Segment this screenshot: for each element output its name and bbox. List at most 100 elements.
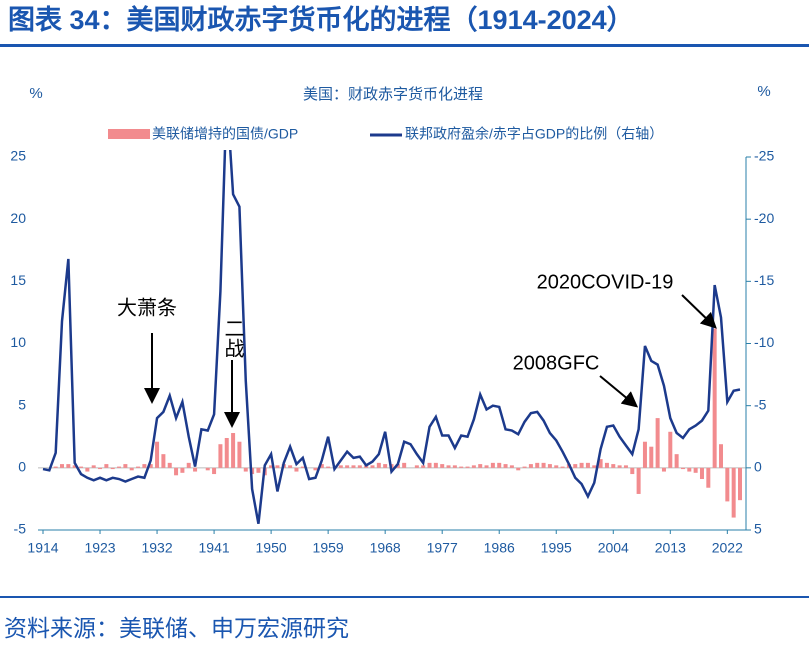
bar — [294, 467, 299, 472]
y2-tick-label: -15 — [754, 272, 774, 288]
bar — [66, 464, 71, 468]
x-tick-label: 1986 — [484, 540, 515, 556]
bar — [503, 464, 508, 468]
bar — [72, 465, 77, 468]
y-tick-label: 0 — [18, 459, 26, 475]
x-tick-label: 1950 — [256, 540, 287, 556]
legend-swatch — [108, 129, 150, 139]
bar — [256, 467, 261, 473]
bar — [243, 467, 248, 472]
bar — [471, 465, 476, 468]
y2-tick-label: 5 — [754, 521, 762, 537]
bar — [104, 464, 109, 468]
y2-tick-label: -20 — [754, 210, 774, 226]
bar — [155, 441, 160, 468]
bar — [446, 465, 451, 468]
bar — [465, 466, 470, 468]
x-tick-label: 1914 — [27, 540, 58, 556]
x-tick-label: 1941 — [199, 540, 230, 556]
bar — [598, 459, 603, 468]
page-title: 图表 34：美国财政赤字货币化的进程（1914-2024） — [8, 4, 634, 35]
bar — [547, 464, 552, 468]
bar — [611, 464, 616, 468]
bar — [319, 464, 324, 468]
bar — [560, 466, 565, 468]
bar — [433, 462, 438, 468]
bar — [712, 328, 717, 468]
y2-label: % — [757, 83, 770, 100]
bar — [573, 464, 578, 468]
bar — [402, 462, 407, 468]
x-tick-label: 2004 — [598, 540, 629, 556]
bar — [414, 465, 419, 468]
bar — [718, 444, 723, 468]
y2-tick-label: 0 — [754, 459, 762, 475]
x-tick-label: 1995 — [541, 540, 572, 556]
bar — [522, 466, 527, 468]
y-tick-label: 10 — [10, 334, 26, 350]
bar — [313, 467, 318, 471]
bar — [579, 462, 584, 468]
bar — [79, 466, 84, 468]
bar — [661, 467, 666, 472]
bar — [478, 464, 483, 468]
bar — [161, 454, 166, 468]
bar — [110, 467, 115, 470]
bar — [516, 467, 521, 471]
bar — [205, 467, 210, 471]
bar — [452, 465, 457, 468]
bar — [668, 431, 673, 468]
annotation: 2020COVID-19 — [537, 271, 674, 293]
bar — [269, 465, 274, 468]
bar — [53, 466, 58, 468]
bar — [440, 464, 445, 468]
bar — [129, 467, 134, 471]
footer-rule — [0, 596, 809, 598]
bar — [630, 467, 635, 475]
x-tick-label: 2013 — [655, 540, 686, 556]
bar — [212, 467, 217, 475]
bar — [224, 437, 229, 468]
bar — [459, 466, 464, 468]
bar — [421, 465, 426, 468]
bar — [497, 462, 502, 468]
bar — [85, 467, 90, 472]
bar — [636, 467, 641, 494]
bar — [655, 418, 660, 468]
bar — [91, 465, 96, 468]
y-tick-label: -5 — [14, 521, 27, 537]
bar — [136, 466, 141, 468]
bar — [680, 467, 685, 470]
bar — [484, 465, 489, 468]
x-tick-label: 1977 — [427, 540, 458, 556]
bar — [376, 462, 381, 468]
bar — [699, 467, 704, 480]
bar — [275, 465, 280, 468]
bar — [383, 464, 388, 468]
annotation: 大萧条 — [117, 296, 177, 319]
bar — [218, 444, 223, 468]
annotation: 2008GFC — [513, 352, 600, 374]
bar — [351, 465, 356, 468]
plot: -5 0 5 10 15 20 25 5 0 -5 -10 -15 -20 -25 1914 1923 1932… — [10, 148, 774, 556]
arrow — [681, 294, 717, 329]
bar — [623, 465, 628, 468]
bar — [186, 462, 191, 468]
bar — [288, 465, 293, 468]
bar — [231, 433, 236, 468]
annotation: 二战 — [221, 318, 243, 358]
bar — [687, 467, 692, 472]
x-tick-label: 1968 — [370, 540, 401, 556]
y-tick-label: 15 — [10, 272, 26, 288]
bar — [338, 465, 343, 468]
bar — [725, 467, 730, 502]
bar — [642, 441, 647, 468]
x-tick-label: 1923 — [84, 540, 115, 556]
bar — [592, 465, 597, 468]
arrow — [599, 375, 639, 408]
bar — [535, 462, 540, 468]
bar — [326, 466, 331, 468]
x-tick-label: 1932 — [141, 540, 172, 556]
bar — [117, 466, 122, 468]
